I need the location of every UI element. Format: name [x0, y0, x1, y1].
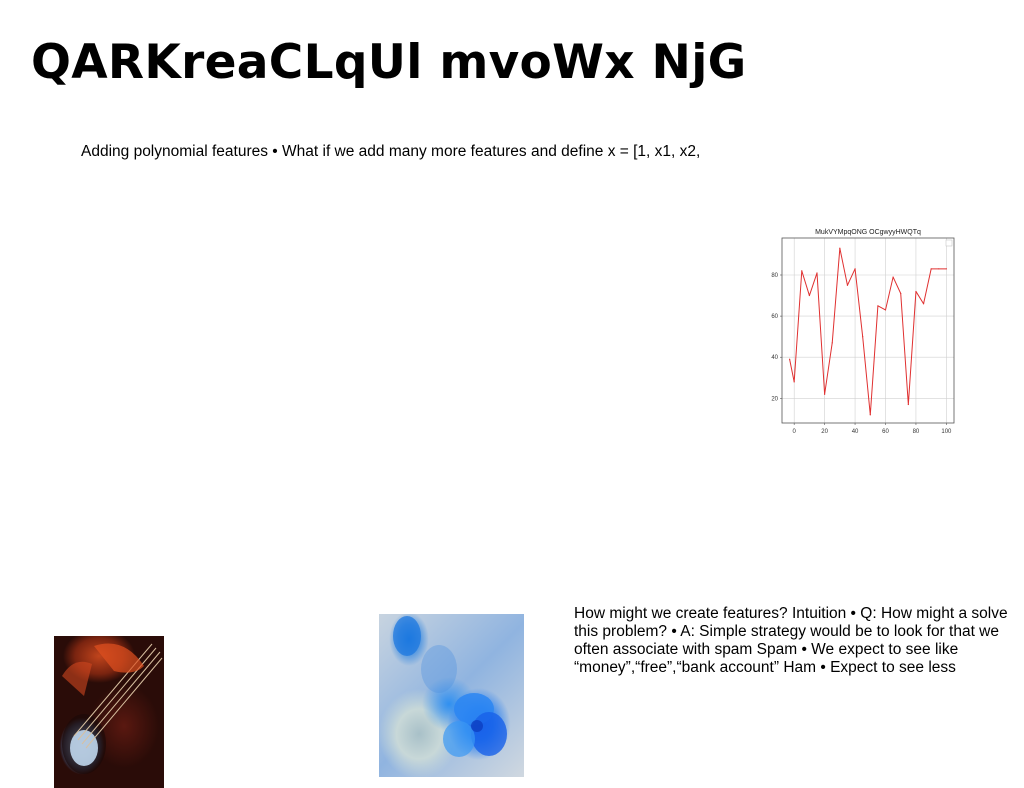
- guitar-illustration: [62, 643, 163, 774]
- data-point: [892, 276, 894, 278]
- chart-title: MukVYMpqONG OCgwyyHWQTq: [815, 229, 921, 236]
- data-point: [846, 284, 849, 286]
- x-tick-label: 60: [882, 429, 889, 435]
- data-point: [930, 268, 932, 270]
- x-tick-label: 40: [852, 429, 859, 435]
- data-point: [801, 270, 803, 272]
- spam-features-text: How might we create features? Intuition …: [574, 605, 1008, 676]
- data-point: [907, 403, 909, 406]
- data-point: [862, 336, 864, 338]
- chart-y-axis: 20 40 60 80: [771, 273, 782, 402]
- data-point: [816, 272, 818, 274]
- x-tick-label: 0: [793, 429, 797, 435]
- data-point: [900, 292, 902, 295]
- data-point: [922, 303, 925, 305]
- x-tick-label: 80: [913, 429, 920, 435]
- blue-flower-photo: [379, 614, 524, 777]
- series-line-0: [789, 247, 947, 416]
- data-point: [854, 268, 856, 270]
- data-point: [789, 358, 791, 360]
- data-point: [877, 305, 879, 307]
- guitar-photo: [54, 636, 164, 788]
- y-tick-label: 40: [771, 355, 778, 361]
- chart-x-axis: 0 20 40 60 80 100: [793, 423, 952, 435]
- data-point: [824, 393, 826, 395]
- data-point: [945, 268, 947, 270]
- y-tick-label: 60: [771, 314, 778, 320]
- data-point: [839, 247, 841, 249]
- data-point: [884, 309, 887, 311]
- data-point: [808, 294, 810, 297]
- line-chart: MukVYMpqONG OCgwyyHWQTq 20 40 60 80 0 20 40 60…: [771, 229, 955, 435]
- chart-plot-frame: [781, 237, 955, 424]
- data-point: [869, 414, 871, 416]
- x-tick-label: 100: [941, 429, 952, 435]
- flower-illustration: [393, 616, 507, 757]
- y-tick-label: 80: [771, 273, 778, 279]
- polynomial-features-text: Adding polynomial features • What if we …: [81, 143, 701, 160]
- x-tick-label: 20: [821, 429, 828, 435]
- data-point: [793, 381, 795, 383]
- data-point: [915, 290, 917, 293]
- data-point: [938, 268, 940, 270]
- chart-series-group: [789, 247, 947, 416]
- data-point: [831, 342, 833, 344]
- y-tick-label: 20: [771, 396, 778, 402]
- slide-title: QARKreaCLqUl mvoWx NjG: [31, 35, 747, 90]
- chart-legend-box: [945, 239, 953, 247]
